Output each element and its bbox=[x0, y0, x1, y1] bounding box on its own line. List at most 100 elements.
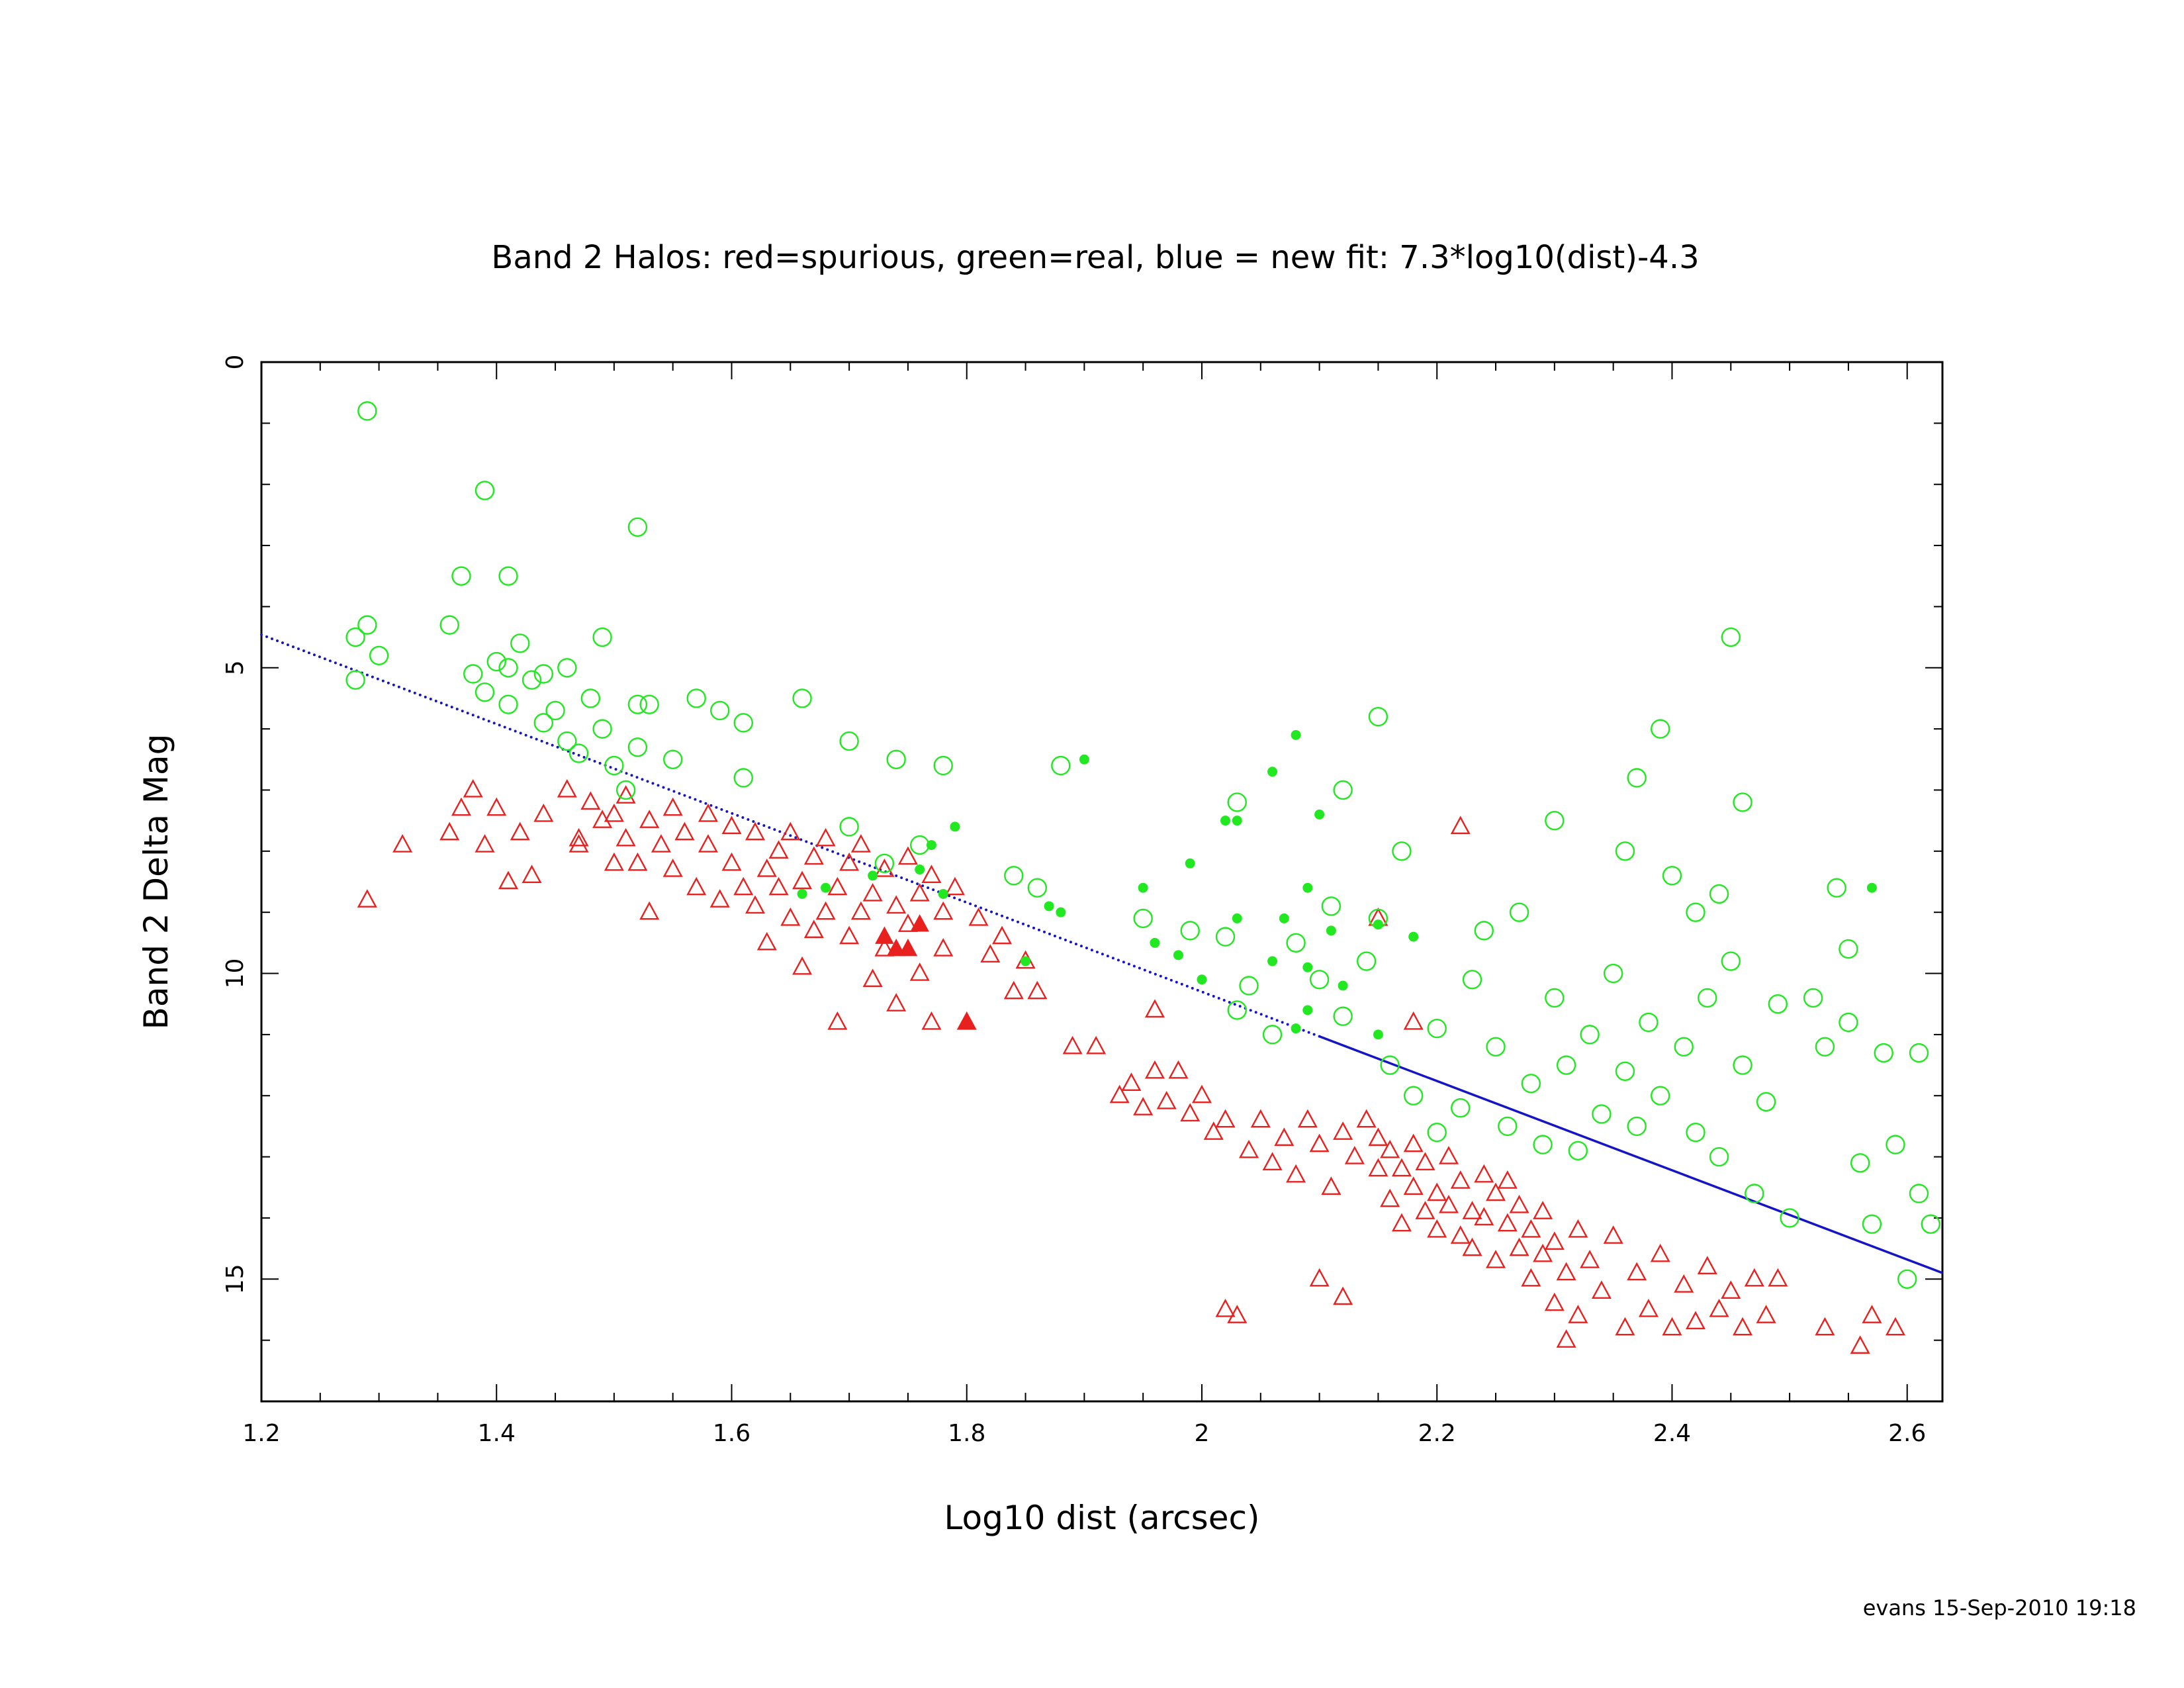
fit-dot bbox=[503, 726, 506, 729]
real-point bbox=[1509, 902, 1529, 922]
spurious-point bbox=[463, 778, 483, 798]
real-point-filled bbox=[1314, 809, 1325, 820]
real-point bbox=[733, 768, 753, 788]
spurious-point bbox=[1474, 1207, 1494, 1226]
real-point bbox=[1545, 988, 1565, 1008]
real-point bbox=[1862, 1214, 1882, 1234]
fit-dot bbox=[318, 655, 321, 659]
fit-dot bbox=[1222, 999, 1226, 1002]
spurious-point bbox=[1533, 1201, 1553, 1219]
real-point bbox=[357, 615, 377, 635]
spurious-point bbox=[839, 925, 860, 945]
real-point bbox=[1533, 1135, 1553, 1154]
fit-dot bbox=[365, 673, 369, 677]
y-tick-label: 5 bbox=[222, 660, 249, 675]
spurious-point bbox=[1133, 1097, 1154, 1115]
real-point bbox=[1227, 792, 1247, 812]
real-point bbox=[627, 694, 648, 714]
plot-frame bbox=[260, 361, 1944, 1403]
spurious-point bbox=[604, 803, 624, 822]
spurious-point bbox=[498, 870, 519, 890]
fit-dot bbox=[1101, 953, 1104, 956]
spurious-point bbox=[1391, 1213, 1412, 1232]
fit-dot bbox=[704, 802, 707, 805]
fit-dot bbox=[1127, 962, 1130, 966]
fit-dot bbox=[752, 820, 755, 823]
spurious-point bbox=[1027, 980, 1048, 1000]
spurious-point-filled bbox=[957, 1011, 976, 1030]
spurious-point bbox=[604, 852, 624, 871]
fit-dot bbox=[773, 828, 776, 831]
fit-dot bbox=[1312, 1033, 1316, 1036]
fit-dot bbox=[651, 782, 655, 785]
fit-solid-line bbox=[1318, 1035, 1943, 1274]
fit-dot bbox=[1180, 982, 1183, 986]
fit-dot bbox=[450, 706, 453, 709]
real-point bbox=[1498, 1116, 1518, 1137]
spurious-point bbox=[1627, 1262, 1647, 1281]
spurious-point bbox=[968, 907, 989, 926]
fit-dot bbox=[1006, 916, 1009, 919]
spurious-point bbox=[1368, 1158, 1388, 1177]
real-point bbox=[510, 633, 530, 653]
spurious-point bbox=[1239, 1139, 1259, 1158]
spurious-point bbox=[909, 882, 930, 902]
fit-dot bbox=[291, 645, 295, 649]
fit-dot bbox=[376, 677, 379, 680]
spurious-point bbox=[815, 827, 836, 847]
real-point-filled bbox=[1197, 974, 1207, 985]
fit-dot bbox=[1064, 939, 1067, 942]
fit-dot bbox=[418, 693, 422, 696]
y-axis-label: Band 2 Delta Mag bbox=[137, 734, 175, 1030]
fit-dot bbox=[551, 743, 554, 747]
real-point bbox=[1227, 1000, 1247, 1020]
fit-dot bbox=[371, 675, 374, 679]
fit-dot bbox=[990, 910, 993, 914]
spurious-point bbox=[1450, 816, 1471, 835]
spurious-point bbox=[1274, 1127, 1295, 1147]
spurious-point bbox=[569, 834, 589, 853]
fit-dot bbox=[1048, 932, 1051, 935]
spurious-point bbox=[721, 852, 742, 871]
real-point bbox=[357, 401, 377, 421]
real-point-filled bbox=[1232, 913, 1242, 923]
fit-dot bbox=[630, 774, 633, 777]
real-point bbox=[1768, 994, 1788, 1014]
spurious-point bbox=[1521, 1268, 1541, 1287]
spurious-point bbox=[1380, 1188, 1400, 1207]
spurious-point bbox=[827, 876, 848, 896]
real-point bbox=[557, 731, 577, 751]
real-point bbox=[1733, 1055, 1752, 1075]
fit-dot bbox=[657, 784, 660, 787]
real-point bbox=[627, 737, 648, 757]
real-point bbox=[733, 713, 753, 733]
axis-ticks: 1.2 1.4 1.6 1.8 2 2.2 2.4 2.6 0 5 10 15 bbox=[222, 355, 1942, 1447]
fit-dot bbox=[1037, 928, 1040, 931]
spurious-point bbox=[1321, 1176, 1342, 1195]
spurious-point bbox=[1662, 1317, 1682, 1336]
fit-dot bbox=[757, 822, 760, 825]
x-tick-label: 1.8 bbox=[948, 1420, 985, 1447]
fit-dot bbox=[1228, 1001, 1231, 1004]
fit-dot bbox=[1259, 1013, 1263, 1016]
real-point-filled bbox=[1302, 962, 1313, 972]
spurious-point bbox=[522, 865, 542, 883]
fit-dot bbox=[455, 708, 459, 711]
spurious-point bbox=[639, 901, 660, 920]
spurious-point bbox=[1509, 1194, 1529, 1213]
spurious-point bbox=[451, 797, 471, 816]
spurious-point bbox=[627, 852, 648, 871]
spurious-point bbox=[392, 834, 413, 853]
fit-dot bbox=[260, 633, 263, 636]
real-point bbox=[1521, 1074, 1541, 1094]
spurious-point bbox=[1215, 1109, 1236, 1128]
spurious-point bbox=[1333, 1121, 1353, 1140]
fit-dot bbox=[1286, 1023, 1289, 1026]
real-point-filled bbox=[1220, 816, 1231, 826]
spurious-point bbox=[1685, 1311, 1706, 1330]
fit-dot bbox=[1111, 957, 1115, 960]
fit-dot bbox=[487, 720, 490, 723]
fit-dot bbox=[646, 780, 649, 783]
real-point bbox=[345, 627, 365, 647]
real-point bbox=[886, 749, 906, 769]
